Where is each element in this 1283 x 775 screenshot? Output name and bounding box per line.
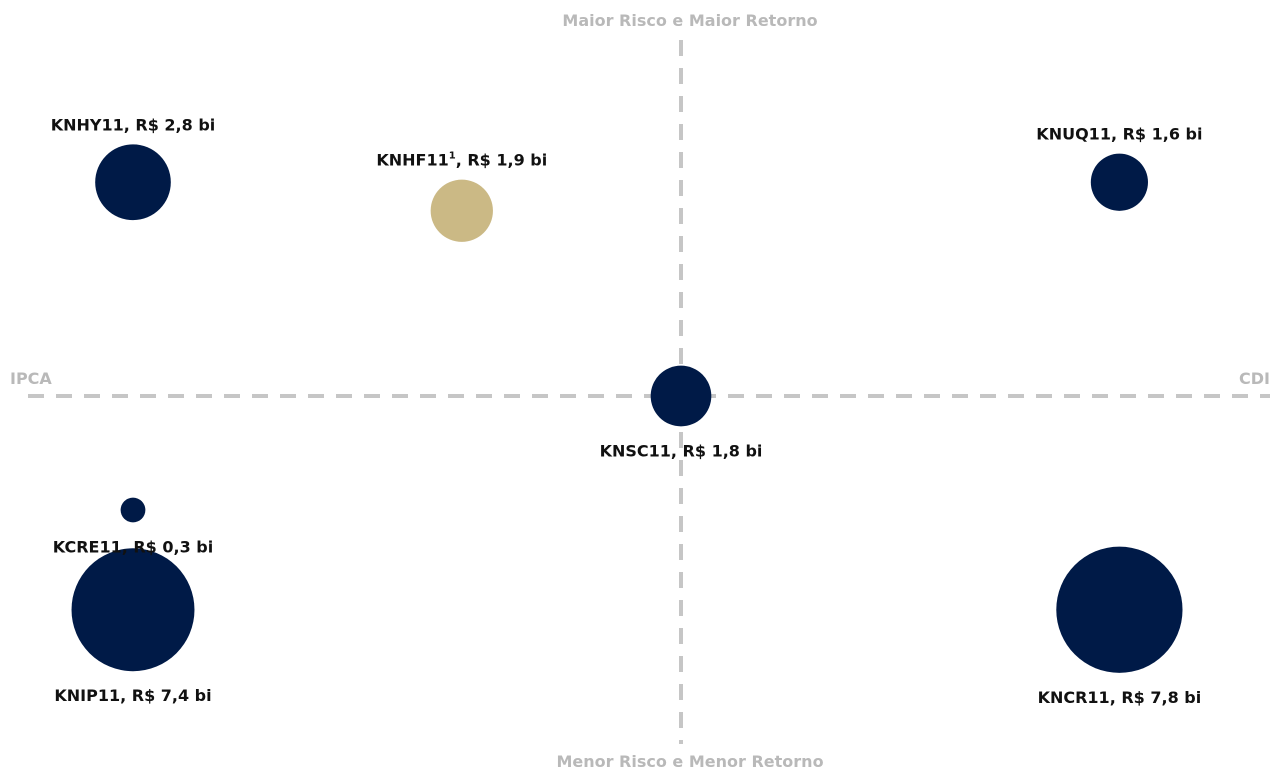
bubble-label-knsc11: KNSC11, R$ 1,8 bi (600, 441, 763, 460)
bubble-ticker: KNIP11 (54, 686, 120, 705)
bubble-value: , R$ 1,8 bi (671, 441, 763, 460)
bubbles-group (71, 144, 1183, 673)
bubble-label-knip11: KNIP11, R$ 7,4 bi (54, 686, 211, 705)
bubble-knip11 (71, 548, 195, 672)
right-axis-label: CDI (1239, 369, 1270, 388)
bubble-value: , R$ 1,6 bi (1111, 125, 1203, 144)
bubble-knhf11 (430, 179, 493, 242)
bubble-kncr11 (1056, 546, 1183, 673)
bubble-value: , R$ 2,8 bi (124, 115, 216, 134)
bubble-knuq11 (1090, 153, 1148, 211)
bubble-value: , R$ 1,9 bi (456, 151, 548, 170)
bubble-kcre11 (120, 497, 146, 523)
bubble-value: , R$ 7,4 bi (120, 686, 212, 705)
bubble-label-knhy11: KNHY11, R$ 2,8 bi (51, 115, 216, 134)
bubble-label-kncr11: KNCR11, R$ 7,8 bi (1038, 688, 1202, 707)
bubble-knsc11 (650, 365, 712, 427)
top-label-bg (535, 3, 840, 37)
bubble-footnote-mark: 1 (449, 151, 456, 162)
bubble-value: , R$ 0,3 bi (122, 537, 214, 556)
bubble-labels-group: KNHY11, R$ 2,8 bi KNHF111, R$ 1,9 bi KNUQ1… (51, 115, 1203, 706)
bubble-ticker: KNCR11 (1038, 688, 1110, 707)
bubble-ticker: KCRE11 (53, 537, 122, 556)
bubble-value: , R$ 7,8 bi (1110, 688, 1202, 707)
bubble-ticker: KNSC11 (600, 441, 671, 460)
bottom-axis-label: Menor Risco e Menor Retorno (556, 752, 823, 771)
bubble-ticker: KNUQ11 (1036, 125, 1111, 144)
bubble-label-knhf11: KNHF111, R$ 1,9 bi (376, 151, 547, 170)
bubble-knhy11 (95, 144, 171, 221)
bubble-ticker: KNHF11 (376, 151, 448, 170)
bubble-ticker: KNHY11 (51, 115, 124, 134)
left-axis-label: IPCA (10, 369, 52, 388)
bubble-label-knuq11: KNUQ11, R$ 1,6 bi (1036, 125, 1202, 144)
bottom-label-bg (530, 744, 850, 775)
bubble-label-kcre11: KCRE11, R$ 0,3 bi (53, 537, 213, 556)
top-axis-label: Maior Risco e Maior Retorno (562, 11, 817, 30)
